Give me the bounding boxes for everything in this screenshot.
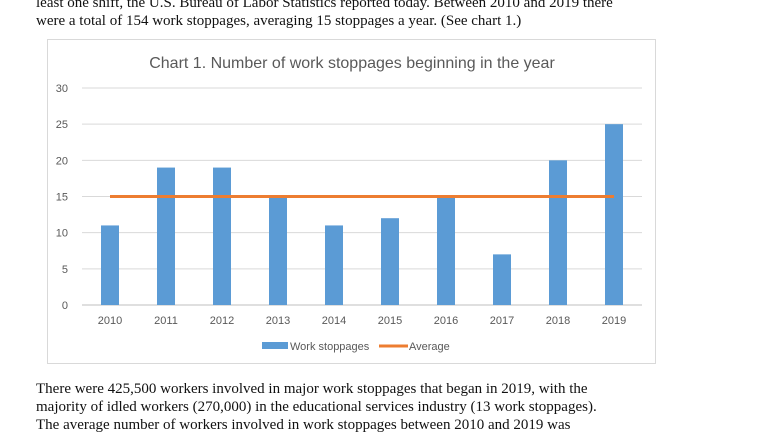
- text-line: There were 425,500 workers involved in m…: [36, 381, 588, 397]
- bar-2015: [381, 218, 399, 305]
- chart-container: Chart 1. Number of work stoppages beginn…: [47, 39, 656, 364]
- x-tick-label: 2019: [602, 315, 626, 327]
- bar-2012: [213, 167, 231, 305]
- chart-title: Chart 1. Number of work stoppages beginn…: [149, 55, 555, 72]
- text-line: were a total of 154 work stoppages, aver…: [36, 13, 522, 29]
- x-tick-label: 2012: [210, 315, 234, 327]
- x-tick-label: 2015: [378, 315, 402, 327]
- text-line: majority of idled workers (270,000) in t…: [36, 399, 597, 415]
- x-tick-label: 2018: [546, 315, 570, 327]
- text-line: least one shift, the U.S. Bureau of Labo…: [36, 0, 613, 11]
- bar-2018: [549, 160, 567, 305]
- bar-2019: [605, 124, 623, 306]
- y-tick-label: 20: [56, 155, 68, 167]
- x-tick-label: 2010: [98, 315, 122, 327]
- x-tick-label: 2011: [154, 315, 178, 327]
- y-tick-label: 10: [56, 228, 68, 240]
- bar-2010: [101, 225, 119, 305]
- x-tick-label: 2016: [434, 315, 458, 327]
- y-tick-label: 15: [56, 192, 68, 204]
- x-tick-label: 2013: [266, 315, 290, 327]
- bar-2011: [157, 167, 175, 305]
- bar-2013: [269, 196, 287, 305]
- paragraph-bottom: There were 425,500 workers involved in m…: [36, 380, 736, 434]
- bar-2016: [437, 196, 455, 305]
- chart-svg: Chart 1. Number of work stoppages beginn…: [56, 55, 642, 353]
- x-tick-label: 2014: [322, 315, 346, 327]
- legend-label-average: Average: [409, 341, 450, 353]
- y-tick-label: 0: [62, 300, 68, 312]
- legend-swatch-work-stoppages: [262, 342, 288, 349]
- y-tick-label: 5: [62, 264, 68, 276]
- x-tick-label: 2017: [490, 315, 514, 327]
- bar-2017: [493, 254, 511, 305]
- y-tick-label: 25: [56, 119, 68, 131]
- legend-label-work-stoppages: Work stoppages: [290, 341, 370, 353]
- paragraph-top: least one shift, the U.S. Bureau of Labo…: [36, 0, 736, 30]
- bar-2014: [325, 225, 343, 305]
- y-tick-label: 30: [56, 83, 68, 95]
- text-line: The average number of workers involved i…: [36, 417, 571, 433]
